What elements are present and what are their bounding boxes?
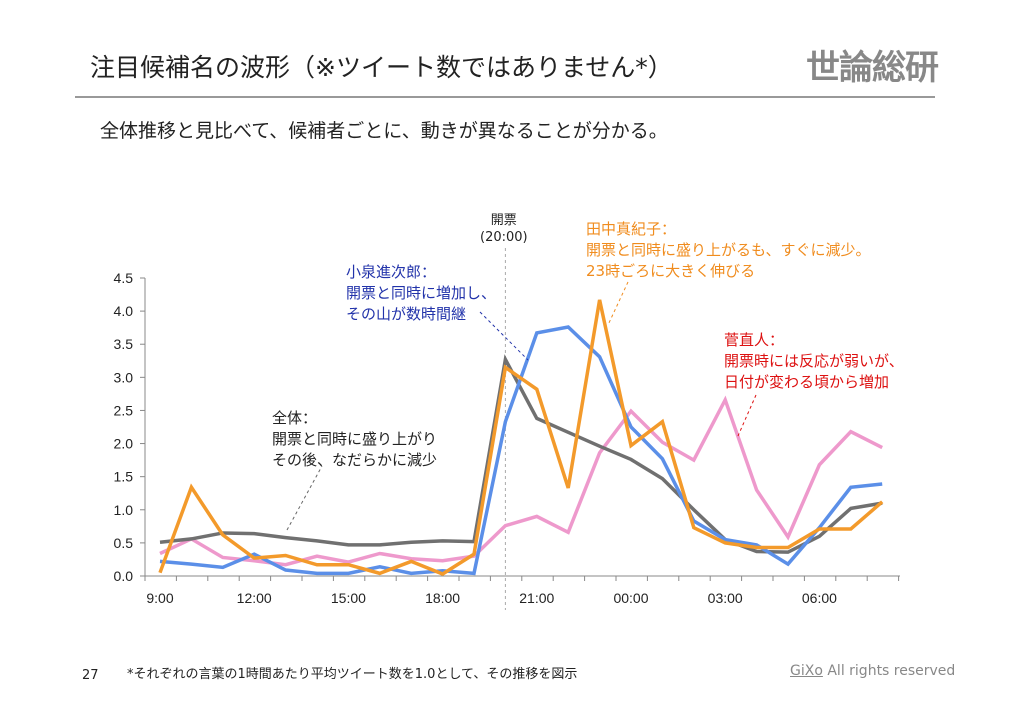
- y-tick-label: 3.5: [114, 336, 134, 352]
- y-tick-label: 4.0: [114, 303, 134, 319]
- copyright: GiXo All rights reserved: [790, 663, 955, 679]
- x-tick-label: 03:00: [708, 590, 743, 606]
- leader-kan: [737, 394, 757, 437]
- y-tick-label: 0.0: [114, 568, 134, 584]
- leader-total: [286, 465, 323, 531]
- y-tick-label: 3.0: [114, 369, 134, 385]
- page-number: 27: [82, 668, 99, 683]
- series-line-0: [159, 395, 883, 567]
- y-tick-label: 0.5: [114, 535, 134, 551]
- annotation-open: 開票 (20:00): [480, 213, 528, 245]
- annotation-kan: 菅直人： 開票時には反応が弱いが、 日付が変わる頃から増加: [724, 331, 904, 391]
- x-tick-label: 18:00: [425, 590, 460, 606]
- logo: 世論総研: [806, 48, 939, 88]
- series-line-3: [158, 299, 884, 576]
- y-tick-label: 2.0: [114, 436, 134, 452]
- x-tick-label: 12:00: [237, 590, 272, 606]
- y-tick-label: 1.5: [114, 469, 134, 485]
- annotation-tanaka: 田中真紀子： 開票と同時に盛り上がるも、すぐに減少。 23時ごろに大きく伸びる: [586, 220, 871, 280]
- footnote: *それぞれの言葉の1時間あたり平均ツイート数を1.0として、その推移を図示: [127, 667, 578, 682]
- page-title: 注目候補名の波形（※ツイート数ではありません*）: [90, 53, 673, 82]
- x-tick-label: 9:00: [146, 590, 173, 606]
- annotation-koizumi: 小泉進次郎： 開票と同時に増加し、 その山が数時間継: [346, 263, 497, 323]
- brand: GiXo: [790, 663, 823, 679]
- y-tick-label: 2.5: [114, 402, 134, 418]
- leader-koizumi: [479, 311, 529, 361]
- x-tick-label: 15:00: [331, 590, 366, 606]
- x-tick-label: 00:00: [613, 590, 648, 606]
- title-divider: [75, 96, 935, 98]
- leader-tanaka: [607, 281, 629, 326]
- rights: All rights reserved: [822, 663, 956, 679]
- series-line-1: [159, 354, 883, 554]
- x-tick-label: 21:00: [519, 590, 554, 606]
- subtitle: 全体推移と見比べて、候補者ごとに、動きが異なることが分かる。: [100, 120, 668, 142]
- y-tick-label: 4.5: [114, 270, 134, 286]
- x-tick-label: 06:00: [802, 590, 837, 606]
- y-tick-label: 1.0: [114, 502, 134, 518]
- annotation-total: 全体： 開票と同時に盛り上がり その後、なだらかに減少: [272, 409, 438, 469]
